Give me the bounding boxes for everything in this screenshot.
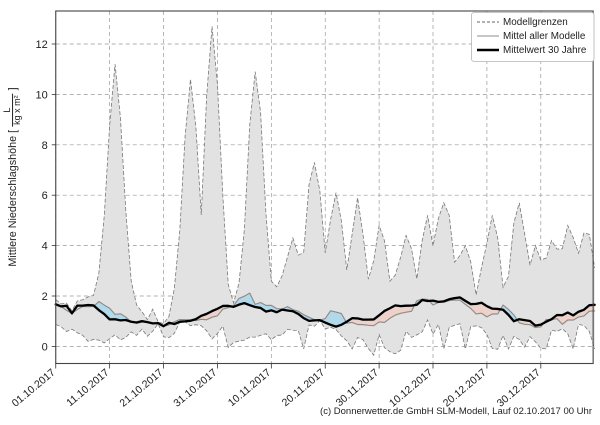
- svg-text:6: 6: [42, 190, 48, 202]
- svg-text:0: 0: [42, 341, 48, 353]
- svg-text:4: 4: [42, 241, 48, 253]
- svg-text:Mittel aller Modelle: Mittel aller Modelle: [503, 31, 586, 42]
- svg-text:2: 2: [42, 291, 48, 303]
- svg-text:8: 8: [42, 140, 48, 152]
- svg-text:10: 10: [36, 89, 48, 101]
- svg-text:Mittelwert 30 Jahre: Mittelwert 30 Jahre: [503, 45, 587, 56]
- svg-text:Modellgrenzen: Modellgrenzen: [503, 17, 568, 28]
- svg-text:12: 12: [36, 39, 48, 51]
